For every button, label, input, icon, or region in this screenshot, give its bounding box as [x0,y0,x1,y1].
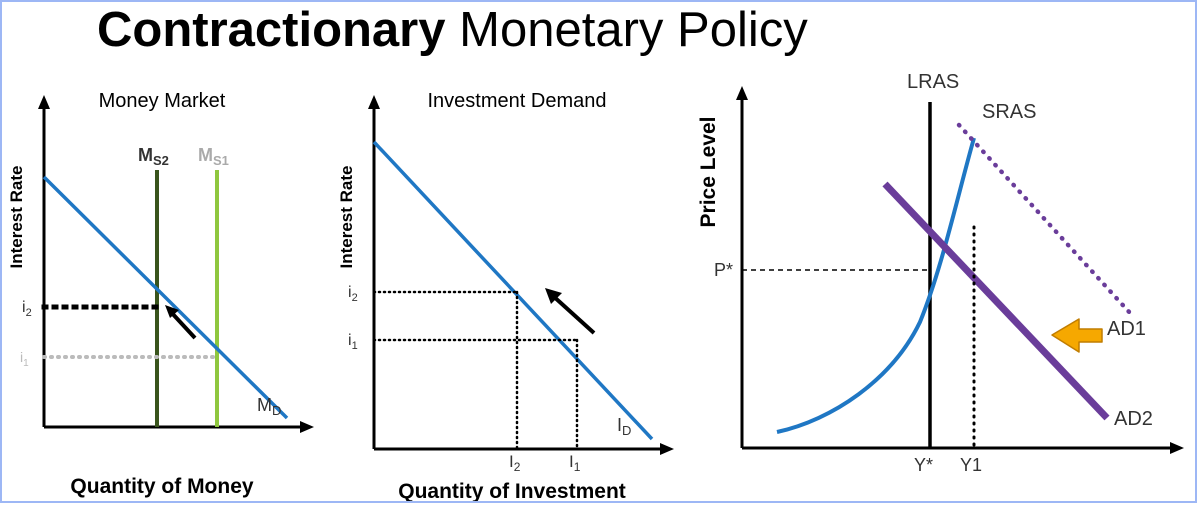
svg-text:MD: MD [257,395,281,418]
svg-text:MS1: MS1 [198,145,229,168]
svg-text:LRAS: LRAS [907,71,959,93]
svg-text:i2: i2 [22,299,32,319]
svg-text:i2: i2 [348,284,358,304]
svg-text:I1: I1 [569,452,581,474]
svg-text:SRAS: SRAS [982,101,1036,123]
svg-text:ID: ID [617,415,631,438]
svg-text:AD2: AD2 [1114,408,1153,430]
svg-text:P*: P* [714,260,733,280]
svg-text:MS2: MS2 [138,145,169,168]
svg-text:i1: i1 [20,349,29,369]
svg-text:I2: I2 [509,452,521,474]
svg-text:i1: i1 [348,332,358,352]
svg-text:AD1: AD1 [1107,318,1146,340]
svg-text:Y1: Y1 [960,455,982,475]
svg-text:Y*: Y* [914,455,933,475]
